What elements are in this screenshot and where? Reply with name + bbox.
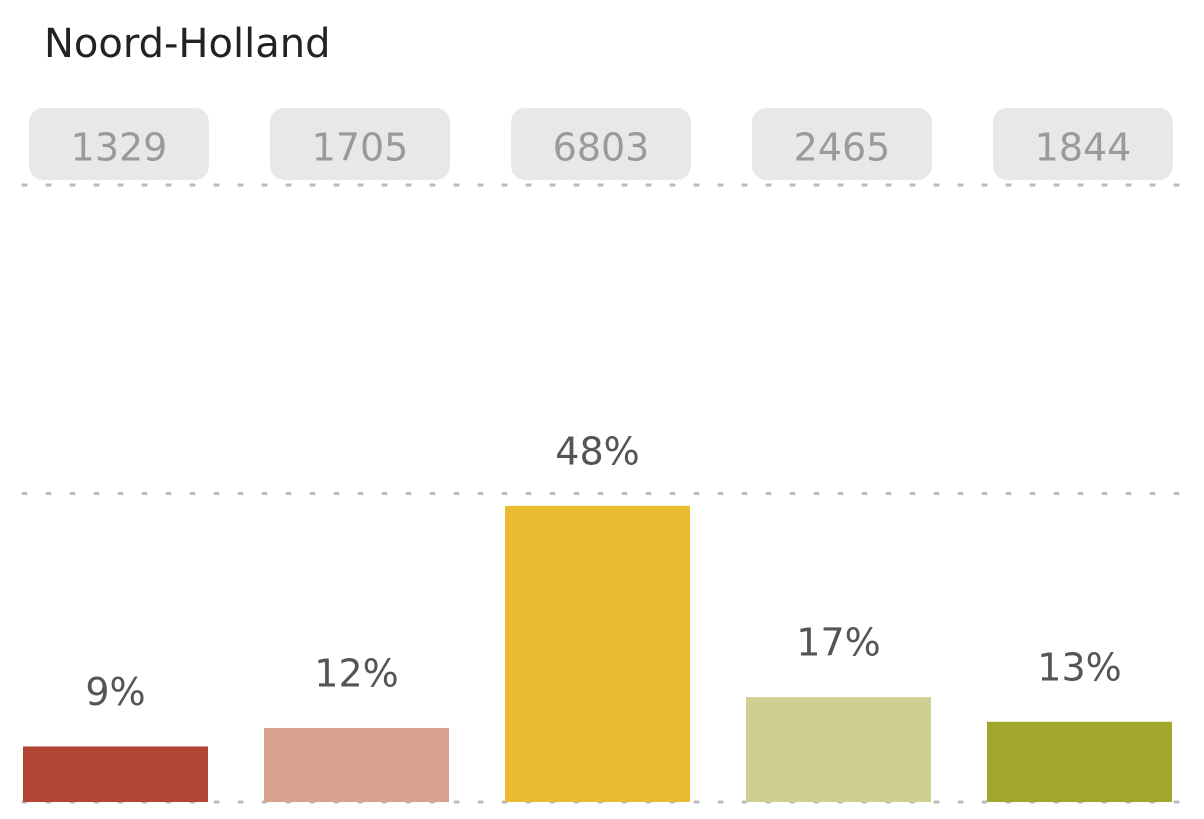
bar <box>987 721 1172 802</box>
value-label: 9% <box>85 670 145 714</box>
count-label: 1329 <box>71 126 168 170</box>
chart-title: Noord-Holland <box>44 21 330 67</box>
count-box <box>752 108 932 180</box>
value-label: 13% <box>1037 645 1121 689</box>
count-label: 2465 <box>794 126 891 170</box>
count-box <box>270 108 450 180</box>
count-label: 1705 <box>312 126 409 170</box>
value-label: 12% <box>314 651 398 695</box>
value-label: 17% <box>796 621 880 665</box>
bar <box>505 505 690 802</box>
count-box <box>993 108 1173 180</box>
bar <box>23 746 208 802</box>
value-label: 48% <box>555 429 639 473</box>
count-box <box>511 108 691 180</box>
count-label: 1844 <box>1035 126 1132 170</box>
bar <box>264 727 449 802</box>
count-box <box>29 108 209 180</box>
bar <box>746 697 931 802</box>
count-label: 6803 <box>553 126 650 170</box>
